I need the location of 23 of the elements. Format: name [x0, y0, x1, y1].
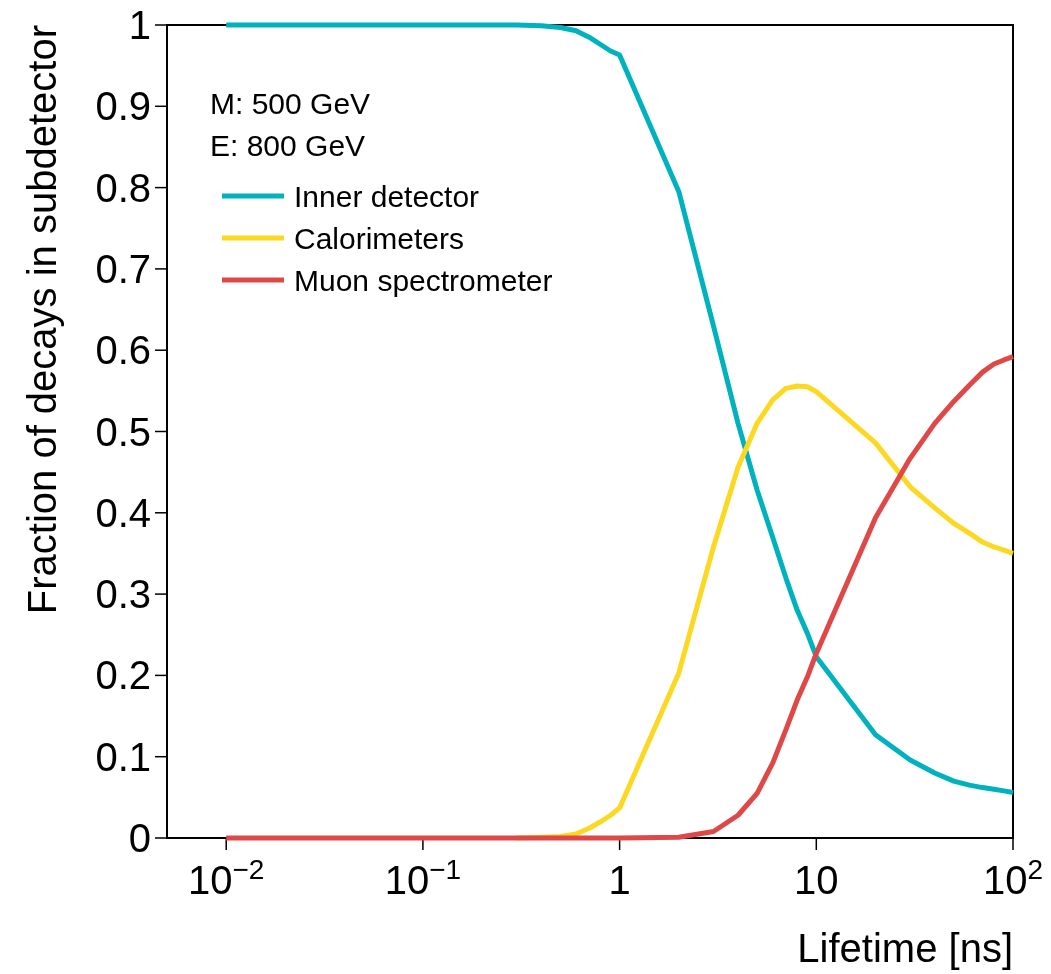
- y-tick-label: 0.7: [95, 246, 151, 291]
- y-tick-label: 1: [128, 3, 151, 47]
- y-tick-label: 0: [128, 816, 151, 860]
- y-tick-label: 0.5: [95, 409, 151, 454]
- x-axis-title: Lifetime [ns]: [797, 926, 1013, 970]
- legend-label: Inner detector: [294, 180, 480, 213]
- x-tick-label: 10: [794, 858, 839, 902]
- x-tick-label: 1: [608, 858, 631, 902]
- x-tick-label: 10$^{−1}$: [384, 853, 462, 902]
- y-tick-label: 0.8: [95, 165, 151, 210]
- y-axis-title: Fraction of decays in subdetector: [20, 25, 64, 615]
- x-tick-label: 10$^{2}$: [982, 853, 1044, 902]
- y-tick-label: 0.1: [95, 734, 151, 779]
- y-tick-label: 0.6: [95, 328, 151, 373]
- legend-label: Calorimeters: [294, 222, 465, 255]
- annotation: E: 800 GeV: [210, 129, 366, 162]
- annotation: M: 500 GeV: [210, 87, 371, 120]
- y-tick-label: 0.2: [95, 653, 151, 698]
- legend-label: Muon spectrometer: [294, 264, 553, 297]
- x-tick-label: 10$^{−2}$: [187, 853, 265, 902]
- y-tick-label: 0.4: [95, 490, 151, 535]
- y-tick-label: 0.9: [95, 84, 151, 129]
- y-tick-label: 0.3: [95, 572, 151, 617]
